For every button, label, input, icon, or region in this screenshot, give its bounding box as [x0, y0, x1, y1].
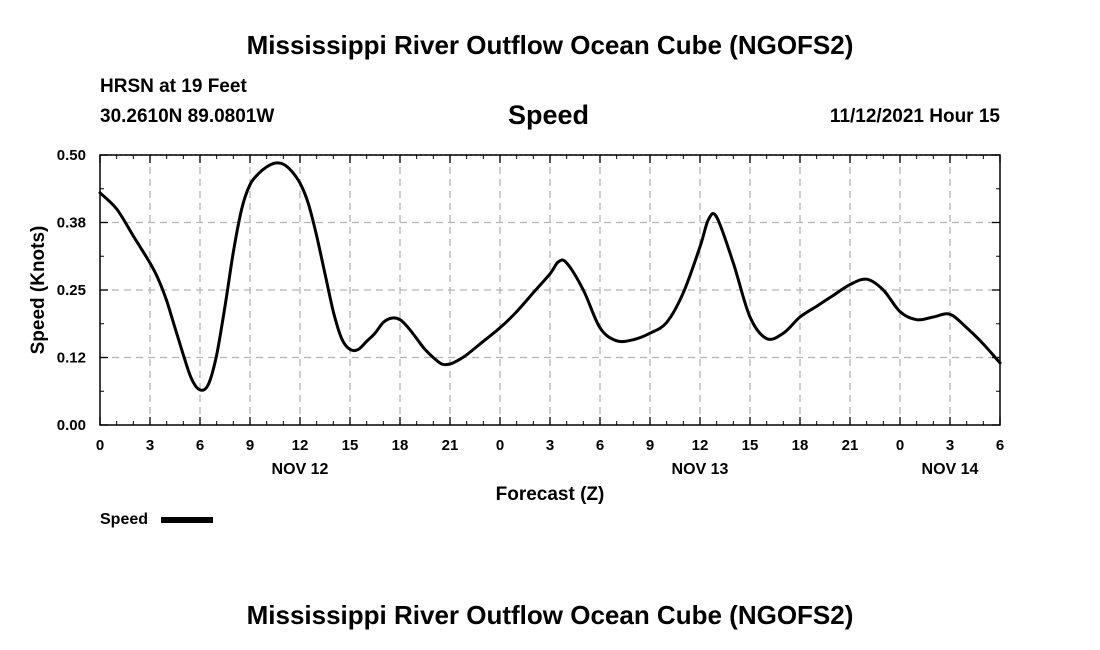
x-tick-label: 6: [596, 437, 604, 454]
date-labels: NOV 12 NOV 13 NOV 14: [272, 461, 979, 478]
plot-frame: [99, 154, 1001, 426]
y-tick-labels: 0.00 0.12 0.25 0.38 0.50: [57, 147, 86, 434]
x-tick-label: 3: [146, 437, 154, 454]
speed-series-line: [98, 161, 1002, 392]
x-tick-label: 15: [342, 437, 359, 454]
x-tick-label: 18: [392, 437, 409, 454]
x-tick-label: 12: [692, 437, 709, 454]
y-tick-label: 0.00: [57, 417, 86, 434]
x-tick-label: 6: [996, 437, 1004, 454]
plot-title: Speed: [508, 100, 590, 130]
x-tick-label: 3: [546, 437, 554, 454]
x-tick-labels: 0 3 6 9 12 15 18 21 0 3 6 9 12 15 18 21 0 3 6: [96, 437, 1004, 454]
date-label: NOV 12: [272, 461, 329, 478]
x-tick-label: 21: [842, 437, 859, 454]
legend-label: Speed: [100, 511, 149, 528]
footer-title: Mississippi River Outflow Ocean Cube (NG…: [246, 600, 854, 630]
axis-ticks: [99, 154, 1001, 426]
x-tick-label: 6: [196, 437, 204, 454]
date-label: NOV 13: [672, 461, 729, 478]
station-label: HRSN at 19 Feet: [100, 76, 247, 97]
date-label: NOV 14: [922, 461, 979, 478]
x-tick-label: 9: [246, 437, 254, 454]
chart-title: Mississippi River Outflow Ocean Cube (NG…: [246, 30, 854, 60]
x-tick-label: 18: [792, 437, 809, 454]
legend-swatch: [161, 517, 213, 523]
x-tick-label: 9: [646, 437, 654, 454]
x-tick-label: 21: [442, 437, 459, 454]
y-tick-label: 0.25: [57, 282, 86, 299]
x-tick-label: 0: [496, 437, 504, 454]
x-axis-title: Forecast (Z): [496, 484, 605, 505]
x-tick-label: 3: [946, 437, 954, 454]
coordinates-label: 30.2610N 89.0801W: [100, 106, 275, 127]
x-tick-label: 12: [292, 437, 309, 454]
datetime-label: 11/12/2021 Hour 15: [829, 106, 1000, 127]
x-tick-label: 0: [96, 437, 104, 454]
y-axis-title: Speed (Knots): [28, 226, 49, 355]
y-tick-label: 0.38: [57, 215, 86, 232]
grid: [100, 154, 1000, 425]
x-tick-label: 0: [896, 437, 904, 454]
y-tick-label: 0.50: [57, 147, 86, 164]
y-tick-label: 0.12: [57, 350, 86, 367]
x-tick-label: 15: [742, 437, 759, 454]
